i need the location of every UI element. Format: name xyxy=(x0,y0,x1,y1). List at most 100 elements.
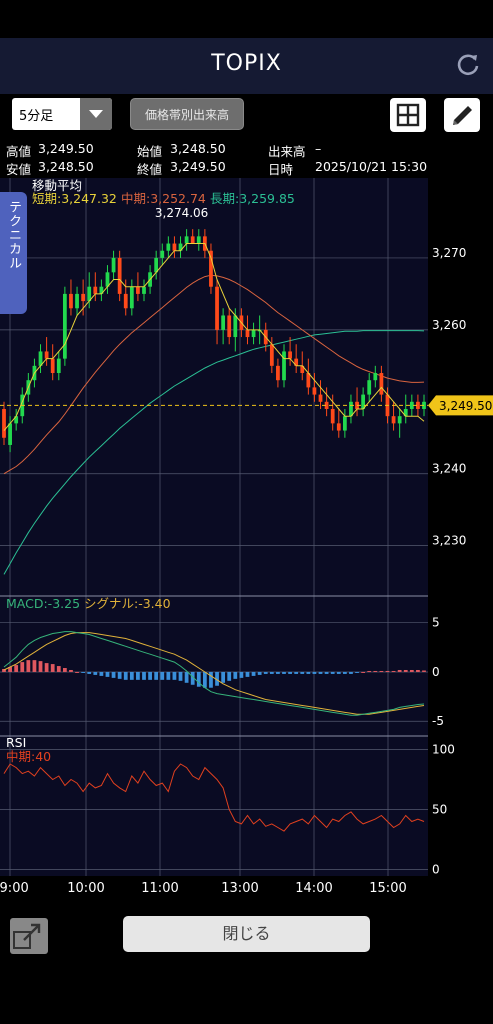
candle-body xyxy=(8,423,12,445)
macd-histogram-bar xyxy=(93,671,98,675)
macd-histogram-bar xyxy=(20,662,25,672)
grid-icon xyxy=(396,103,420,127)
signal-line xyxy=(3,632,425,715)
macd-histogram-bar xyxy=(178,671,183,681)
rsi-tick-label: 100 xyxy=(432,743,455,757)
rsi-tick-label: 0 xyxy=(432,862,440,876)
current-price-label: 3,249.50 xyxy=(439,399,492,413)
x-tick-label: 09:00 xyxy=(0,881,29,896)
candle-body xyxy=(105,272,110,287)
low-value: 3,248.50 xyxy=(38,159,94,174)
mid-ma-line xyxy=(3,274,425,475)
candle-body xyxy=(38,351,43,366)
candle-body xyxy=(288,351,292,359)
macd-histogram-bar xyxy=(409,669,414,672)
price-info: 高値 3,249.50 始値 3,248.50 出来高 – 安値 3,248.5… xyxy=(0,138,493,178)
candle-body xyxy=(50,358,55,374)
candle-body xyxy=(221,315,226,330)
candle-body xyxy=(142,286,146,294)
candle-body xyxy=(215,286,219,330)
macd-histogram-bar xyxy=(8,667,12,672)
macd-histogram-bar xyxy=(154,671,159,680)
x-tick-label: 13:00 xyxy=(221,881,258,896)
macd-histogram-bar xyxy=(215,671,219,686)
macd-histogram-bar xyxy=(324,671,329,674)
macd-tick-label: -5 xyxy=(432,714,444,728)
macd-histogram-bar xyxy=(263,671,268,674)
x-tick-label: 11:00 xyxy=(141,881,178,896)
candle-body xyxy=(306,373,311,388)
refresh-icon[interactable] xyxy=(455,52,481,78)
close-label: 終値 xyxy=(137,162,163,177)
macd-histogram-bar xyxy=(269,671,274,674)
low-label: 安値 xyxy=(6,162,32,177)
candle-body xyxy=(269,344,274,366)
macd-histogram-bar xyxy=(373,670,378,672)
candle-body xyxy=(111,257,116,273)
macd-histogram-bar xyxy=(288,671,292,674)
volume-label: 出来高 xyxy=(268,144,306,159)
macd-histogram-bar xyxy=(312,671,317,674)
price-tick-label: 3,240 xyxy=(432,462,466,476)
back-icon[interactable] xyxy=(10,918,48,954)
macd-histogram-bar xyxy=(202,671,207,688)
macd-histogram-bar xyxy=(26,660,31,672)
macd-histogram-bar xyxy=(44,663,49,672)
technical-tab[interactable]: テクニカル xyxy=(0,192,27,314)
macd-histogram-bar xyxy=(62,668,67,672)
price-volume-button[interactable]: 価格帯別出来高 xyxy=(130,98,244,130)
macd-histogram-bar xyxy=(190,671,195,685)
ma-legend-item: 長期:3,259.85 xyxy=(210,191,295,206)
candle-body xyxy=(44,351,49,359)
candle-body xyxy=(117,257,122,294)
macd-histogram-bar xyxy=(209,671,213,688)
candle-body xyxy=(184,236,189,244)
layout-grid-button[interactable] xyxy=(390,98,426,132)
current-price-tag xyxy=(428,395,493,416)
macd-histogram-bar xyxy=(306,671,311,674)
macd-histogram-bar xyxy=(227,671,232,681)
macd-histogram-bar xyxy=(123,671,128,680)
macd-histogram-bar xyxy=(87,671,92,674)
pencil-icon xyxy=(453,106,472,125)
ma-legend-title: 移動平均 xyxy=(32,178,82,193)
candle-body xyxy=(379,373,384,395)
candle-body xyxy=(324,401,329,409)
toolbar: 5分足 価格帯別出来高 xyxy=(0,94,493,138)
y-axis-area xyxy=(428,178,493,876)
ma-legend-item: 中期:3,252.74 xyxy=(121,191,206,206)
candle-body xyxy=(422,401,426,409)
macd-histogram-bar xyxy=(105,671,110,677)
macd-histogram-bar xyxy=(81,671,86,673)
candle-body xyxy=(14,416,19,424)
macd-histogram-bar xyxy=(117,671,122,679)
macd-histogram-bar xyxy=(99,671,104,676)
rsi-line xyxy=(3,763,425,832)
interval-dropdown[interactable]: 5分足 xyxy=(12,98,112,130)
macd-histogram-bar xyxy=(422,670,426,672)
candle-body xyxy=(136,286,140,294)
macd-label: MACD:-3.25 xyxy=(6,596,80,611)
macd-histogram-bar xyxy=(349,671,353,674)
macd-histogram-bar xyxy=(69,669,73,672)
x-tick-label: 15:00 xyxy=(369,881,406,896)
stock-chart: 09:00 10:00 11:00 13:00 14:00 15:00 3,270 3,260… xyxy=(0,178,493,896)
macd-histogram-bar xyxy=(111,671,116,678)
candle-body xyxy=(227,315,232,338)
candle-body xyxy=(397,416,402,424)
candle-body xyxy=(69,293,73,309)
rsi-tick-label: 50 xyxy=(432,803,447,817)
candle-body xyxy=(178,243,183,251)
macd-histogram-bar xyxy=(330,671,335,674)
price-tick-label: 3,270 xyxy=(432,246,466,260)
candle-body xyxy=(56,358,61,374)
close-button[interactable]: 閉じる xyxy=(123,916,370,952)
x-tick-label: 10:00 xyxy=(67,881,104,896)
ma-legend-item: 短期:3,247.32 xyxy=(32,191,117,206)
macd-histogram-bar xyxy=(397,669,402,672)
candle-body xyxy=(160,250,165,258)
interval-label: 5分足 xyxy=(19,109,54,124)
candle-body xyxy=(123,293,128,309)
open-label: 始値 xyxy=(137,144,163,159)
draw-button[interactable] xyxy=(444,98,480,132)
